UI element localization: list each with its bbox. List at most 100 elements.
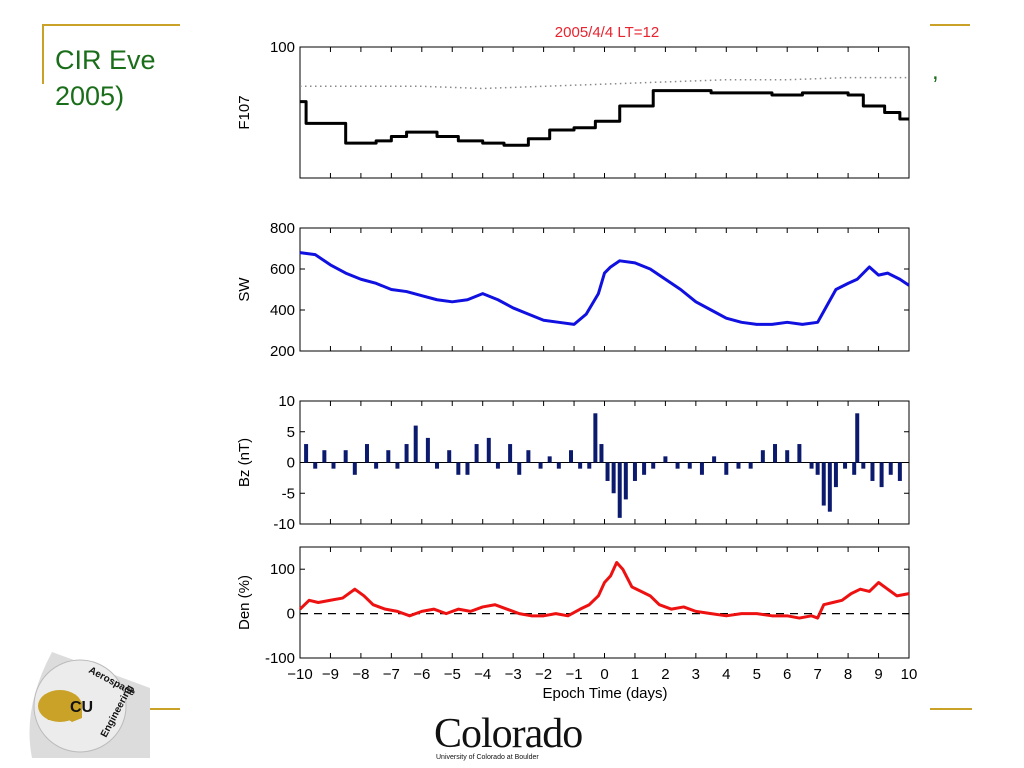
bz-bar [797,444,802,463]
y-axis-label-4: Den (%) [236,575,253,630]
y-tick-label: -10 [273,516,295,533]
bz-bar [364,444,369,463]
x-tick-label: 2 [661,666,669,683]
bz-bar [599,444,604,463]
x-tick-label: 9 [874,666,882,683]
bz-bar [425,437,430,463]
series-line-1-2 [300,89,909,147]
bz-bar [687,462,692,469]
bz-bar [587,462,592,469]
y-tick-label: 10 [278,393,295,410]
y-axis-label-3: Bz (nT) [236,438,253,487]
bottom-right-accent-line [930,708,972,710]
bz-bar [736,462,741,469]
bz-bar [465,462,470,475]
bz-bar [870,462,875,481]
x-tick-label: 3 [692,666,700,683]
y-tick-label: 200 [270,343,295,360]
bz-bar [827,462,832,512]
bz-bar [435,462,440,469]
bz-bar [605,462,610,481]
bz-bar [538,462,543,469]
y-axis-label-2: SW [236,277,253,302]
chart-title: 2005/4/4 LT=12 [555,24,659,41]
x-tick-label: −6 [413,666,430,683]
bz-bar [833,462,838,488]
bz-bar [517,462,522,475]
slide-title: CIR Eve 2005) [55,42,156,114]
x-tick-label: −9 [322,666,339,683]
panel-frame-1 [299,46,910,179]
bz-bar [852,462,857,475]
bz-bar [712,456,717,463]
bz-bar [547,456,552,463]
slide-title-line-1: CIR Eve [55,45,156,75]
bz-bar [352,462,357,475]
series-line-2-1 [299,251,910,326]
bz-bar [785,450,790,463]
x-tick-label: −7 [383,666,400,683]
bz-bar [526,450,531,463]
bz-bar [651,462,656,469]
y-tick-label: 0 [287,455,295,472]
x-tick-label: 1 [631,666,639,683]
x-tick-label: −1 [565,666,582,683]
bz-bar [843,462,848,469]
bz-bar [413,425,418,463]
slide-trailing-text: , [932,58,939,85]
x-tick-label: 6 [783,666,791,683]
bz-bar [663,456,668,463]
bz-bar [632,462,637,481]
y-tick-label: 5 [287,424,295,441]
bz-bar [474,444,479,463]
bz-bar [486,437,491,463]
y-tick-label: 400 [270,302,295,319]
x-tick-label: 0 [600,666,608,683]
x-tick-label: −4 [474,666,491,683]
bz-bar [404,444,409,463]
x-tick-label: 10 [901,666,918,683]
bz-bar [897,462,902,481]
bz-bar [675,462,680,469]
bz-bar [578,462,583,469]
bz-bar [809,462,814,469]
bz-bar [699,462,704,475]
bz-bar [447,450,452,463]
bz-bar [748,462,753,469]
series-line-4-2 [298,561,910,620]
top-right-accent-line [930,24,970,26]
bz-bar [617,462,622,518]
x-tick-label: −10 [287,666,312,683]
bz-bar [331,462,336,469]
bz-bar [773,444,778,463]
bz-bar [395,462,400,469]
bz-bar [815,462,820,475]
top-left-accent-bar [42,24,44,84]
x-tick-label: −8 [352,666,369,683]
y-axis-label-1: F107 [236,95,253,129]
x-tick-label: 5 [753,666,761,683]
y-tick-label: 800 [270,220,295,237]
x-tick-label: −5 [444,666,461,683]
bottom-left-accent-line [150,708,180,710]
bz-bar [313,462,318,469]
top-left-accent-line [42,24,180,26]
bz-bar [343,450,348,463]
y-tick-label: 0 [287,606,295,623]
bz-bar [623,462,628,500]
bz-bar [760,450,765,463]
y-tick-label: 100 [270,39,295,56]
bz-bar [611,462,616,494]
bz-bar [556,462,561,469]
y-tick-label: -5 [282,485,295,502]
bz-bar [456,462,461,475]
y-tick-label: 100 [270,561,295,578]
x-tick-label: −3 [505,666,522,683]
bz-bar [888,462,893,475]
bz-bar [386,450,391,463]
bz-bar [861,462,866,469]
slide-title-line-2: 2005) [55,81,125,111]
cu-buffalo-logo: CU Aerospace Engineering [29,652,150,758]
bz-bar [508,444,513,463]
